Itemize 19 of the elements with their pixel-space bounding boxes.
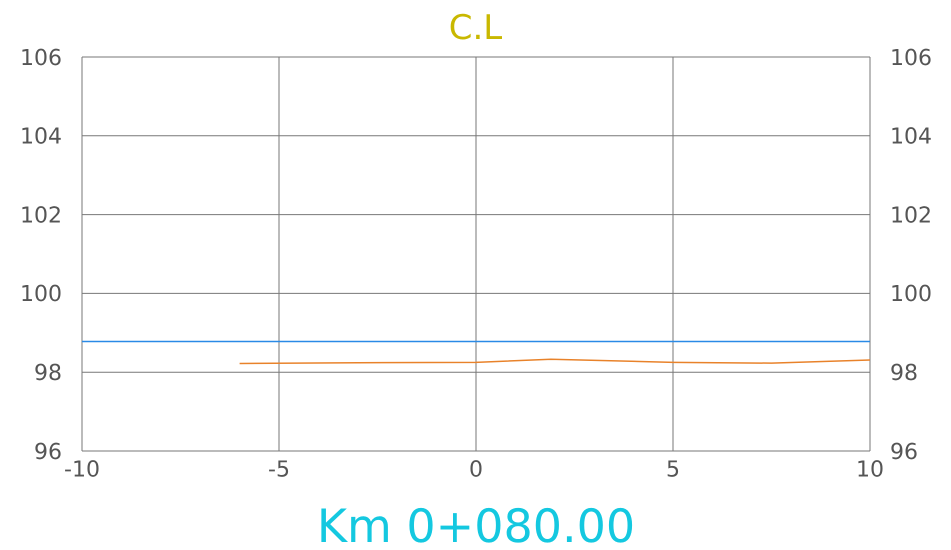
y-tick-label: 100 [20, 282, 62, 308]
chart-title: C.L [448, 8, 502, 48]
y2-tick-label: 102 [890, 203, 932, 228]
y-tick-label: 96 [34, 440, 62, 465]
y-tick-label: 98 [34, 361, 62, 386]
y2-tick-label: 104 [890, 124, 932, 150]
x-axis-title: Km 0+080.00 [316, 499, 636, 550]
y2-tick-label: 100 [890, 282, 932, 308]
y2-tick-label: 98 [890, 361, 918, 386]
x-tick-label: 5 [666, 458, 680, 483]
y2-tick-label: 96 [890, 440, 918, 465]
y2-tick-label: 106 [890, 46, 932, 71]
y-tick-label: 106 [20, 46, 62, 71]
x-tick-label: -5 [268, 458, 290, 483]
x-tick-label: 10 [856, 458, 884, 483]
y-tick-label: 102 [20, 203, 62, 228]
x-tick-label: -10 [64, 458, 100, 483]
x-tick-label: 0 [469, 458, 483, 483]
y-tick-label: 104 [20, 124, 62, 150]
